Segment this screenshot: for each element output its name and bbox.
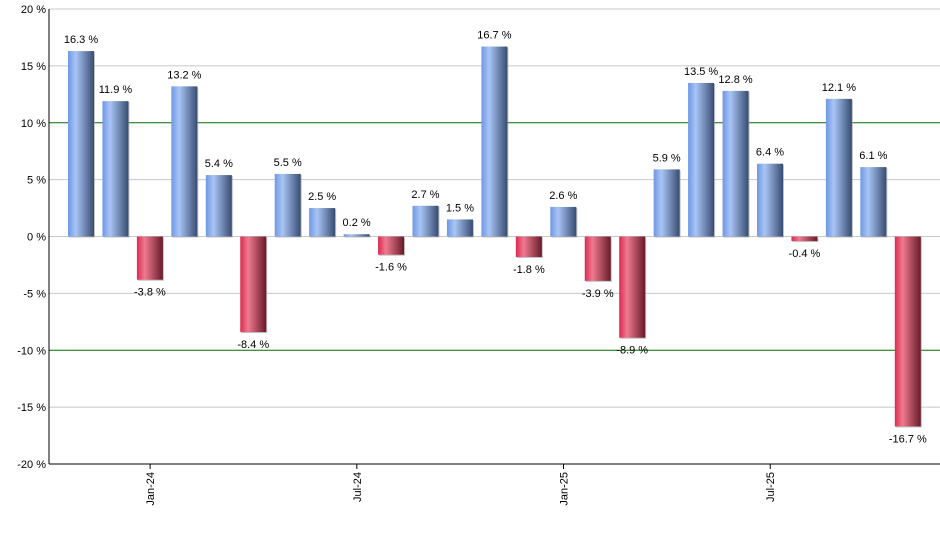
bar-value-label: 11.9 % (99, 84, 133, 96)
bar-value-label: 13.5 % (684, 66, 718, 78)
bar-negative (136, 236, 163, 280)
bar-value-label: -3.9 % (582, 288, 614, 300)
y-tick-label: 15 % (21, 61, 46, 73)
bar-negative (584, 236, 611, 281)
x-tick-label: Jul-25 (765, 472, 777, 502)
bar-positive (653, 169, 680, 237)
x-tick-label: Jul-24 (352, 472, 364, 502)
bar-negative (378, 236, 405, 255)
bar-value-label: 0.2 % (343, 217, 371, 229)
value-labels: 16.3 % 11.9 % -3.8 % 13.2 % 5.4 % -8.4 % 5.5 %… (64, 30, 927, 446)
bar-value-label: 16.3 % (64, 34, 98, 46)
bar-value-label: 5.5 % (274, 157, 302, 169)
bar-negative (240, 236, 267, 333)
bar-value-label: 2.7 % (411, 189, 439, 201)
bar-negative (894, 236, 921, 427)
bar-value-label: 6.1 % (859, 150, 887, 162)
bar-value-label: 5.4 % (205, 158, 233, 170)
bar-positive (688, 82, 715, 237)
bar-value-label: -16.7 % (889, 433, 927, 445)
bar-value-label: 13.2 % (167, 69, 201, 81)
bar-positive (171, 86, 198, 237)
y-tick-label: 0 % (27, 232, 46, 244)
y-tick-label: -10 % (17, 345, 46, 357)
bar-value-label: -1.8 % (513, 264, 545, 276)
bar-negative (619, 236, 646, 338)
x-tick-label: Jan-24 (145, 472, 157, 506)
bar-value-label: 2.5 % (308, 191, 336, 203)
bar-positive (757, 163, 783, 237)
bar-value-label: 6.4 % (756, 147, 784, 159)
bar-positive (446, 219, 473, 237)
bar-positive (102, 101, 129, 237)
bar-positive (550, 206, 577, 237)
bar-positive (68, 51, 94, 237)
bar-positive (205, 175, 232, 237)
bar-positive (309, 208, 336, 237)
bar-value-label: 1.5 % (446, 202, 474, 214)
bar-value-label: -8.9 % (616, 345, 648, 357)
bar-positive (825, 98, 852, 237)
bar-positive (343, 234, 370, 237)
bar-negative (791, 236, 818, 242)
x-tick-label: Jan-25 (559, 472, 571, 506)
y-tick-label: -5 % (23, 288, 46, 300)
bar-negative (515, 236, 542, 257)
bar-value-label: 12.1 % (822, 82, 856, 94)
bar-positive (412, 205, 439, 237)
bar-value-label: 16.7 % (477, 30, 511, 42)
bar-positive (481, 46, 508, 237)
bar-value-label: 5.9 % (653, 152, 681, 164)
bar-positive (274, 173, 301, 237)
y-tick-label: 20 % (21, 4, 46, 16)
bar-positive (860, 167, 887, 237)
bar-value-label: -8.4 % (237, 339, 269, 351)
y-tick-label: -20 % (17, 459, 46, 471)
bars (68, 46, 922, 428)
y-tick-label: 5 % (27, 175, 46, 187)
bar-positive (722, 90, 749, 237)
bar-value-label: 12.8 % (718, 74, 752, 86)
y-tick-label: 10 % (21, 118, 46, 130)
bar-value-label: -0.4 % (789, 248, 821, 260)
bar-value-label: 2.6 % (549, 190, 577, 202)
y-tick-label: -15 % (17, 402, 46, 414)
bar-value-label: -1.6 % (375, 262, 407, 274)
axes: 20 % 15 % 10 % 5 % 0 % -5 % -10 % -15 % -20 % Jan… (17, 4, 940, 506)
bar-value-label: -3.8 % (134, 287, 166, 299)
